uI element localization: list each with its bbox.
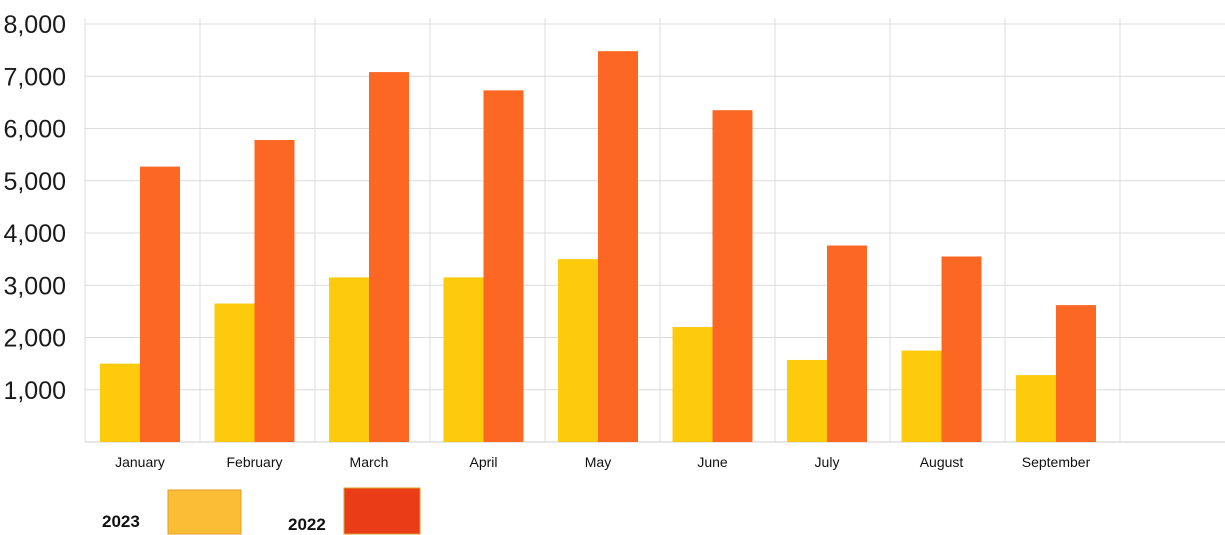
bar-2023-may [558, 259, 598, 442]
x-tick-label: January [115, 454, 165, 470]
bar-2023-june [672, 327, 713, 442]
bar-2023-january [100, 363, 140, 442]
y-tick-label: 4,000 [3, 220, 66, 248]
legend-item-2022: 2022 [288, 487, 421, 535]
bar-2023-march [329, 277, 369, 442]
x-tick-label: July [815, 454, 840, 470]
bar-2022-january [140, 166, 180, 442]
legend-label: 2022 [288, 515, 326, 534]
bars [100, 51, 1096, 443]
y-tick-label: 7,000 [3, 63, 66, 91]
x-tick-label: June [697, 454, 728, 470]
bar-2022-february [254, 139, 295, 442]
legend-swatch [343, 487, 421, 535]
bar-2023-september [1016, 375, 1056, 442]
bar-2022-june [712, 110, 753, 443]
y-tick-label: 2,000 [3, 325, 66, 353]
y-tick-label: 6,000 [3, 116, 66, 144]
x-tick-label: August [920, 454, 964, 470]
bar-2023-april [443, 277, 484, 442]
legend: 2023 2022 [102, 487, 421, 535]
x-tick-label: September [1022, 454, 1091, 470]
bar-2023-july [787, 359, 827, 442]
y-tick-label: 3,000 [3, 272, 66, 300]
x-tick-label: April [469, 454, 497, 470]
y-tick-label: 8,000 [3, 11, 66, 39]
y-tick-label: 1,000 [3, 377, 66, 405]
bar-2022-august [941, 256, 982, 442]
x-tick-label: May [585, 454, 611, 470]
x-tick-label: March [350, 454, 389, 470]
bar-2023-august [901, 350, 942, 442]
x-axis-ticks: January February March April May June July Augu… [115, 454, 1090, 470]
bar-2022-may [598, 51, 638, 443]
bar-2022-july [827, 245, 867, 442]
x-tick-label: February [226, 454, 282, 470]
bar-2022-september [1056, 305, 1096, 442]
y-tick-label: 5,000 [3, 168, 66, 196]
bar-2022-march [369, 72, 409, 442]
legend-label: 2023 [102, 512, 140, 531]
bar-2023-february [214, 303, 255, 442]
bar-2022-april [483, 90, 524, 443]
legend-item-2023: 2023 [102, 489, 242, 535]
y-axis-ticks: 1,000 2,000 3,000 4,000 5,000 6,000 7,000 8,000 [3, 11, 66, 405]
legend-swatch [167, 489, 242, 535]
